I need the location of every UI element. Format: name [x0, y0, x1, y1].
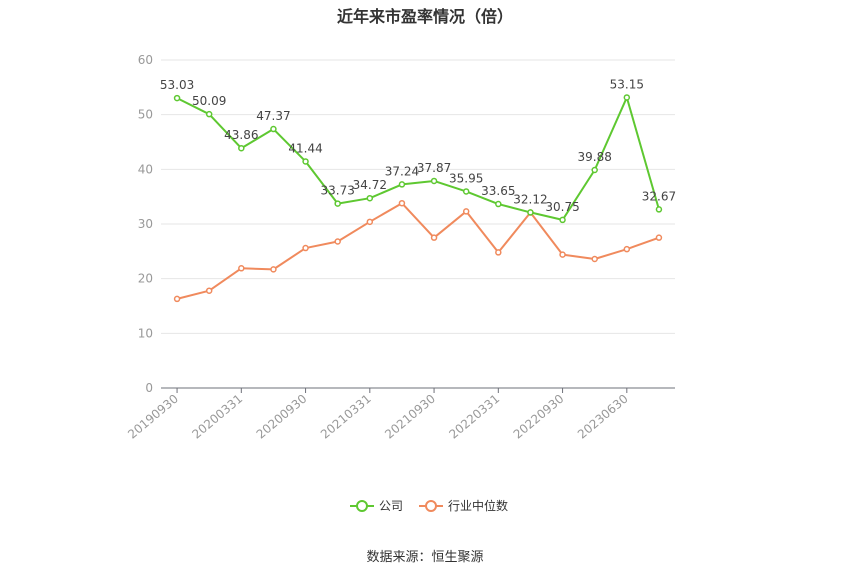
y-tick-label: 50	[138, 108, 153, 122]
data-point-industry-median	[430, 234, 438, 241]
data-point-company	[462, 188, 470, 195]
data-point-company	[334, 200, 341, 207]
y-tick-label: 10	[138, 326, 153, 340]
data-point-company	[527, 209, 534, 216]
data-point-company	[270, 125, 277, 133]
data-point-industry-median	[495, 249, 502, 256]
data-label: 32.12	[513, 192, 547, 206]
data-point-company	[205, 110, 213, 118]
data-source: 数据来源：恒生聚源	[366, 550, 484, 565]
data-label: 43.86	[224, 128, 258, 142]
legend-marker-industry-median	[425, 500, 437, 512]
series-line-industry-median	[176, 202, 660, 300]
x-tick-label: 20230630	[575, 392, 631, 442]
y-tick-label: 40	[138, 162, 153, 176]
x-tick-label: 20210331	[318, 392, 374, 442]
data-point-industry-median	[655, 234, 663, 241]
series-line-company	[176, 96, 660, 221]
data-point-company	[495, 200, 502, 208]
x-tick-label: 20220930	[511, 392, 567, 442]
data-label: 35.95	[449, 171, 483, 185]
data-label: 37.24	[385, 164, 419, 178]
x-tick-label: 20200930	[254, 392, 310, 442]
data-point-company	[173, 94, 181, 102]
data-point-company	[591, 166, 598, 174]
data-label: 37.87	[417, 161, 451, 175]
y-tick-label: 30	[138, 217, 153, 231]
data-label: 30.75	[545, 200, 579, 214]
data-point-company	[366, 194, 374, 202]
data-point-industry-median	[591, 255, 598, 263]
y-tick-label: 20	[138, 272, 153, 286]
data-point-company	[398, 181, 406, 188]
data-label: 41.44	[288, 141, 322, 155]
data-point-industry-median	[398, 199, 406, 207]
data-point-industry-median	[302, 244, 309, 252]
data-point-company	[238, 144, 245, 152]
x-tick-label: 20200331	[189, 392, 245, 442]
data-point-industry-median	[462, 208, 470, 215]
data-point-industry-median	[623, 245, 631, 253]
data-label: 32.67	[642, 189, 676, 203]
x-tick-label: 20210930	[382, 392, 438, 442]
data-label: 34.72	[353, 178, 387, 192]
data-point-company	[559, 216, 566, 224]
data-point-company	[430, 177, 438, 185]
x-tick-label: 20190930	[125, 392, 181, 442]
data-label: 53.15	[610, 77, 644, 91]
data-label: 50.09	[192, 94, 226, 108]
x-tick-label: 20220331	[446, 392, 502, 442]
y-tick-label: 60	[138, 53, 153, 67]
data-point-industry-median	[366, 218, 374, 226]
data-label: 33.65	[481, 184, 515, 198]
data-point-company	[623, 94, 631, 101]
legend-marker-company	[356, 500, 368, 512]
chart-title: 近年来市盈率情况（倍）	[336, 7, 513, 26]
data-label: 47.37	[256, 109, 290, 123]
data-label: 39.88	[578, 150, 612, 164]
y-tick-label: 0	[145, 381, 153, 395]
data-point-company	[655, 206, 663, 213]
data-label: 33.73	[321, 184, 355, 198]
legend-label-company: 公司	[379, 499, 403, 513]
data-point-industry-median	[559, 251, 566, 258]
data-point-company	[302, 158, 309, 165]
data-label: 53.03	[160, 78, 194, 92]
data-point-industry-median	[270, 266, 277, 273]
data-point-industry-median	[238, 265, 245, 272]
data-point-industry-median	[205, 287, 213, 294]
data-point-industry-median	[334, 238, 341, 245]
data-point-industry-median	[173, 295, 181, 303]
legend-label-industry-median: 行业中位数	[448, 498, 508, 513]
